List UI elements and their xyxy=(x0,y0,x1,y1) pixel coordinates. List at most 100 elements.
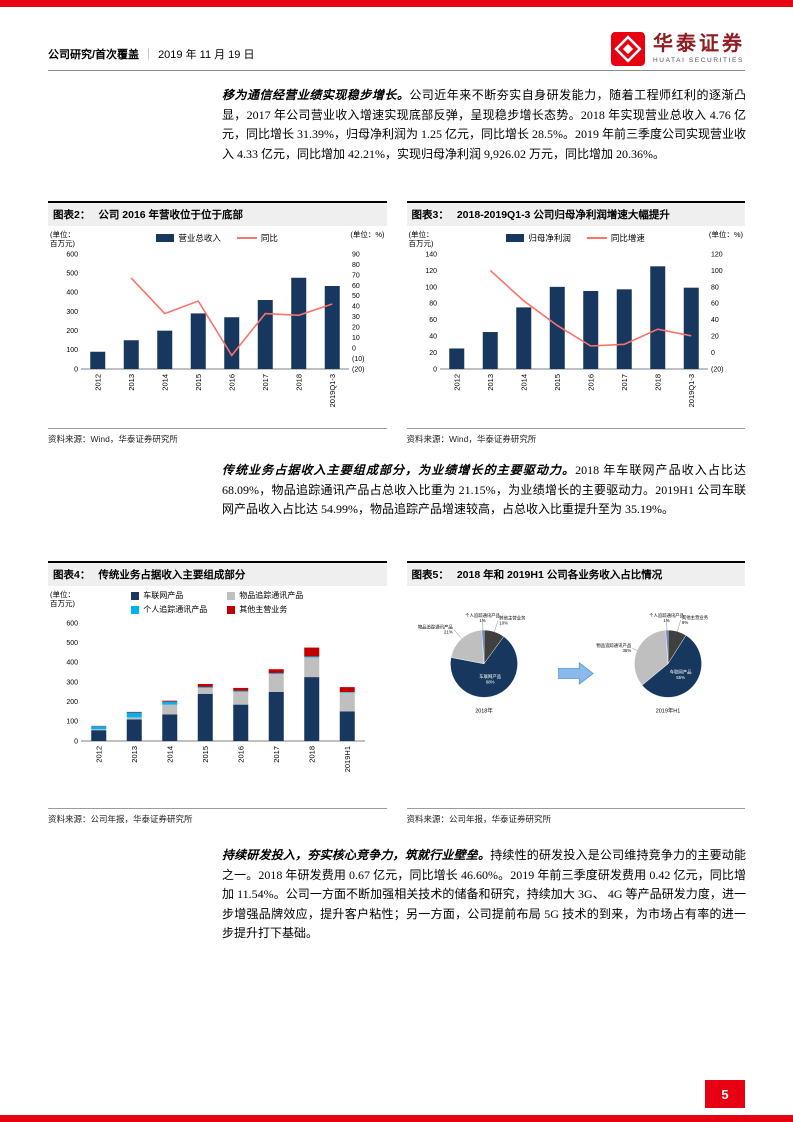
chart-legend-row: (单位： 百万元) 归母净利润 同比增速 (单位：%) xyxy=(408,230,744,248)
paragraph-rnd: 持续研发投入，夯实核心竞争力，筑就行业壁垒。持续性的研发投入是公司维持竞争力的主… xyxy=(222,846,746,944)
svg-text:500: 500 xyxy=(66,640,78,647)
svg-text:80: 80 xyxy=(711,284,719,291)
paragraph-body: 2018 年车联网产品收入占比达 68.09%，物品追踪通讯产品占总收入比重为 … xyxy=(222,463,746,516)
svg-text:1%: 1% xyxy=(479,618,485,623)
svg-text:70: 70 xyxy=(352,272,360,279)
svg-text:2019Q1-3: 2019Q1-3 xyxy=(686,374,695,407)
svg-text:物品追踪通讯产品: 物品追踪通讯产品 xyxy=(418,623,454,630)
svg-text:80: 80 xyxy=(429,301,437,308)
svg-text:21%: 21% xyxy=(444,629,453,634)
svg-text:35%: 35% xyxy=(622,648,631,653)
svg-text:0: 0 xyxy=(711,350,715,357)
figure-row-2: 图表4： 传统业务占据收入主要组成部分 (单位： 百万元) 车联网产品 物品追踪通讯产… xyxy=(48,561,745,825)
svg-text:20: 20 xyxy=(711,334,719,341)
svg-text:90: 90 xyxy=(352,251,360,258)
report-date: 2019 年 11 月 19 日 xyxy=(158,49,255,61)
svg-text:100: 100 xyxy=(425,284,437,291)
svg-text:2013: 2013 xyxy=(127,374,136,391)
svg-text:2019Q1-3: 2019Q1-3 xyxy=(328,374,337,407)
figure-4-source: 资料来源：公司年报，华泰证券研究所 xyxy=(48,808,387,825)
svg-text:40: 40 xyxy=(352,304,360,311)
legend-item: 归母净利润 xyxy=(506,232,571,244)
svg-text:60: 60 xyxy=(711,301,719,308)
brand-text: 华泰证券 HUATAI SECURITIES xyxy=(653,34,745,64)
paragraph-segments: 传统业务占据收入主要组成部分，为业绩增长的主要驱动力。2018 年车联网产品收入… xyxy=(222,461,746,520)
svg-text:0: 0 xyxy=(74,738,78,745)
svg-text:9%: 9% xyxy=(682,620,688,625)
svg-text:2015: 2015 xyxy=(201,746,210,763)
svg-text:100: 100 xyxy=(66,347,78,354)
svg-text:2017: 2017 xyxy=(619,374,628,391)
svg-text:55%: 55% xyxy=(676,675,685,680)
chart-segment-stacked: (单位： 百万元) 车联网产品 物品追踪通讯产品 个人追踪通讯产品 其他主营业务 0 100… xyxy=(48,586,387,806)
figure-label: 图表3： xyxy=(411,209,449,221)
svg-text:2013: 2013 xyxy=(130,746,139,763)
header-divider xyxy=(48,70,745,71)
svg-text:2018: 2018 xyxy=(307,746,316,763)
figure-label: 图表5： xyxy=(411,569,449,581)
page-number: 5 xyxy=(705,1080,745,1108)
legend-item: 物品追踪通讯产品 xyxy=(227,590,303,601)
figure-5-source: 资料来源：公司年报，华泰证券研究所 xyxy=(406,808,745,825)
paragraph-body: 持续性的研发投入是公司维持竞争力的主要动能之一。2018 年研发费用 0.67 … xyxy=(222,848,746,940)
chart-svg: 0 100 200 300 400 500 600 2012 2013 2014 2015 2016 2… xyxy=(66,620,365,772)
arrow-right-icon xyxy=(557,661,594,685)
svg-text:(20): (20) xyxy=(352,366,364,373)
figure-title-text: 公司 2016 年营收位于位于底部 xyxy=(98,209,244,221)
svg-text:600: 600 xyxy=(66,620,78,627)
top-red-bar xyxy=(0,0,793,7)
svg-text:0: 0 xyxy=(352,345,356,352)
svg-text:2015: 2015 xyxy=(552,374,561,391)
svg-text:60: 60 xyxy=(429,317,437,324)
chart-netprofit-growth: (单位： 百万元) 归母净利润 同比增速 (单位：%) 0 20 40 60 80 100 120 1… xyxy=(406,226,745,426)
legend-item: 个人追踪通讯产品 xyxy=(131,604,207,615)
svg-text:2012: 2012 xyxy=(452,374,461,391)
figure-label: 图表4： xyxy=(53,569,91,581)
svg-text:20: 20 xyxy=(429,350,437,357)
svg-text:2018: 2018 xyxy=(294,374,303,391)
legend-item: 同比 xyxy=(236,232,278,244)
report-header: 公司研究/首次覆盖｜ 2019 年 11 月 19 日 华泰证券 HUATAI S… xyxy=(48,24,745,66)
svg-text:2019H1: 2019H1 xyxy=(343,746,352,772)
svg-text:2017: 2017 xyxy=(272,746,281,763)
svg-text:10: 10 xyxy=(352,335,360,342)
figure-row-1: 图表2： 公司 2016 年营收位于位于底部 (单位： 百万元) 营业总收入 同比 (单… xyxy=(48,201,745,445)
svg-text:2019年H1: 2019年H1 xyxy=(655,707,680,715)
figure-title-text: 2018-2019Q1-3 公司归母净利润增速大幅提升 xyxy=(456,209,670,221)
report-meta: 公司研究/首次覆盖｜ 2019 年 11 月 19 日 xyxy=(48,46,254,66)
svg-text:40: 40 xyxy=(711,317,719,324)
svg-text:2014: 2014 xyxy=(160,374,169,391)
chart-svg: 0 20 40 60 80 100 120 140 (20) 0 20 40 60 80 100 120 201… xyxy=(425,251,723,407)
paragraph-lead: 移为通信经营业绩实现稳步增长。 xyxy=(222,88,410,102)
paragraph-growth: 移为通信经营业绩实现稳步增长。公司近年来不断夯实自身研发能力，随着工程师红利的逐… xyxy=(222,86,746,164)
svg-text:0: 0 xyxy=(433,366,437,373)
figure-3: 图表3： 2018-2019Q1-3 公司归母净利润增速大幅提升 (单位： 百万元… xyxy=(406,201,745,445)
svg-text:0: 0 xyxy=(74,366,78,373)
legend-item: 其他主营业务 xyxy=(227,604,303,615)
svg-text:400: 400 xyxy=(66,290,78,297)
paragraph-body: 公司近年来不断夯实自身研发能力，随着工程师红利的逐渐凸显，2017 年公司营业收… xyxy=(222,88,746,161)
report-category: 公司研究/首次覆盖 xyxy=(48,49,140,61)
svg-text:2018年: 2018年 xyxy=(475,707,493,715)
figure-title-text: 2018 年和 2019H1 公司各业务收入占比情况 xyxy=(456,569,663,581)
svg-text:100: 100 xyxy=(711,268,723,275)
brand-name: 华泰证券 xyxy=(653,33,745,55)
figure-5-title: 图表5： 2018 年和 2019H1 公司各业务收入占比情况 xyxy=(406,561,745,586)
svg-text:300: 300 xyxy=(66,309,78,316)
figure-title-text: 传统业务占据收入主要组成部分 xyxy=(98,569,246,581)
chart-svg: 0 100 200 300 400 500 600 (20) (10) 0 10 20 30 40 50 60… xyxy=(66,251,364,407)
svg-text:20: 20 xyxy=(352,325,360,332)
svg-text:500: 500 xyxy=(66,271,78,278)
chart-segment-pies: 其他主营业务 10% 车联网产品 68% 物品追踪通讯产品 21% 个人追踪通讯产品 1% 20… xyxy=(406,586,746,806)
svg-text:其他主营业务: 其他主营业务 xyxy=(682,614,709,621)
legend-item: 车联网产品 xyxy=(131,590,207,601)
pie-pair: 其他主营业务 10% 车联网产品 68% 物品追踪通讯产品 21% 个人追踪通讯产品 1% 20… xyxy=(407,608,746,738)
figure-4: 图表4： 传统业务占据收入主要组成部分 (单位： 百万元) 车联网产品 物品追踪通讯产… xyxy=(48,561,387,825)
svg-text:300: 300 xyxy=(66,679,78,686)
bottom-red-bar xyxy=(0,1115,793,1122)
svg-text:30: 30 xyxy=(352,314,360,321)
figure-2-source: 资料来源：Wind，华泰证券研究所 xyxy=(48,428,387,445)
figure-2: 图表2： 公司 2016 年营收位于位于底部 (单位： 百万元) 营业总收入 同比 (单… xyxy=(48,201,387,445)
